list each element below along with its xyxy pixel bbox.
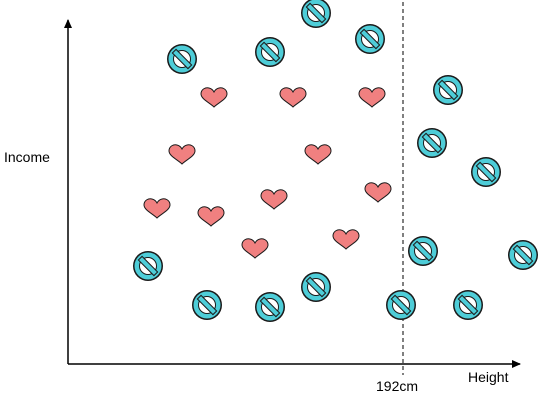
- heart-icon: [365, 183, 391, 202]
- threshold-label: 192cm: [376, 378, 418, 394]
- prohibition-icon: [167, 44, 197, 74]
- heart-icon: [242, 239, 268, 258]
- heart-icon: [305, 145, 331, 164]
- heart-icon: [333, 230, 359, 249]
- heart-icon: [144, 199, 170, 218]
- prohibition-icon: [417, 128, 447, 158]
- heart-icon: [169, 145, 195, 164]
- prohibition-icon: [301, 0, 331, 28]
- prohibition-icon: [386, 290, 416, 320]
- prohibition-icon: [408, 236, 438, 266]
- prohibition-icon: [355, 24, 385, 54]
- prohibition-icon: [133, 251, 163, 281]
- prohibition-icon: [433, 75, 463, 105]
- heart-icon: [359, 88, 385, 107]
- heart-icon: [280, 88, 306, 107]
- markers-layer: [133, 0, 538, 322]
- prohibition-icon: [192, 290, 222, 320]
- prohibition-icon: [301, 272, 331, 302]
- prohibition-icon: [471, 157, 501, 187]
- y-axis-label: Income: [4, 149, 50, 165]
- heart-icon: [261, 190, 287, 209]
- prohibition-icon: [255, 37, 285, 67]
- heart-icon: [198, 207, 224, 226]
- heart-icon: [201, 88, 227, 107]
- prohibition-icon: [453, 290, 483, 320]
- prohibition-icon: [508, 240, 538, 270]
- prohibition-icon: [255, 292, 285, 322]
- x-axis-label: Height: [468, 369, 509, 385]
